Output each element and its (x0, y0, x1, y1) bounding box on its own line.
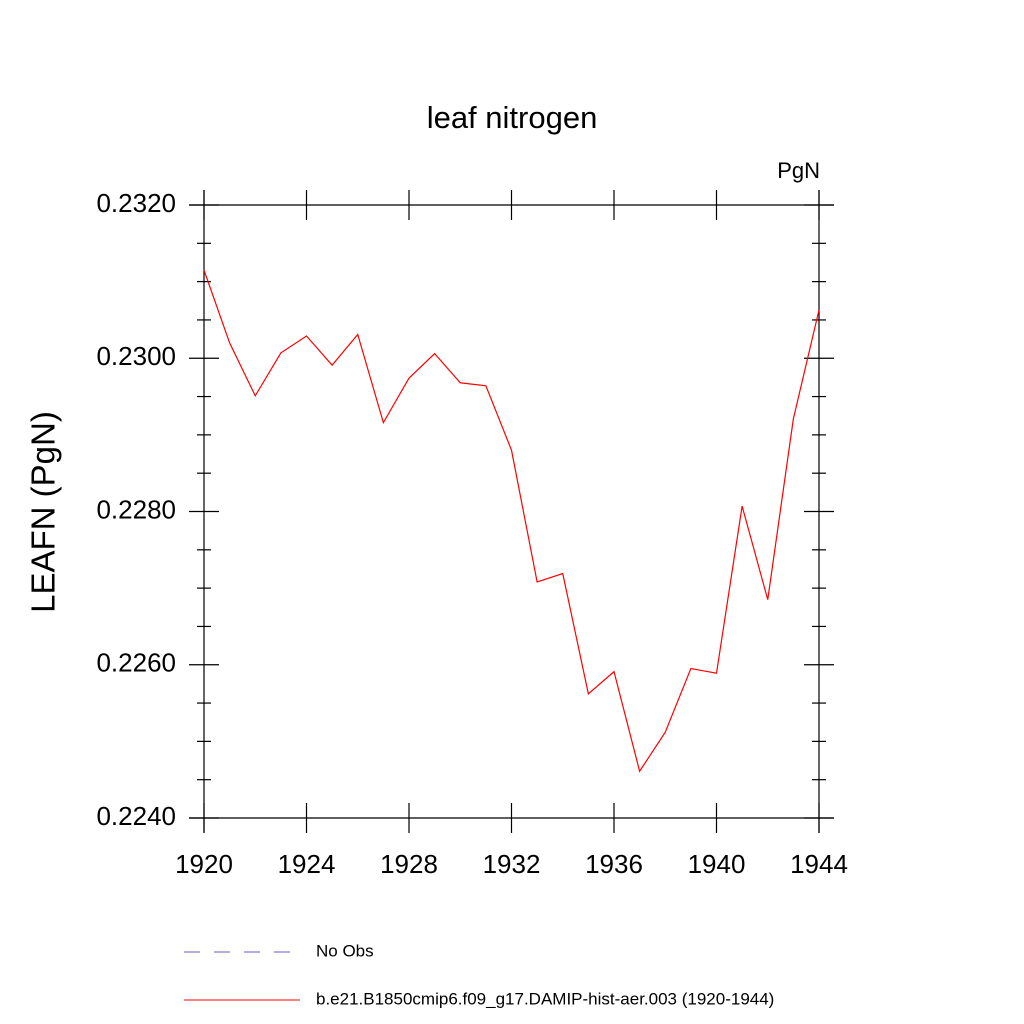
y-tick-label: 0.2320 (96, 188, 176, 218)
y-tick-label: 0.2240 (96, 801, 176, 831)
legend-label: b.e21.B1850cmip6.f09_g17.DAMIP-hist-aer.… (316, 989, 774, 1008)
x-tick-label: 1932 (483, 849, 541, 879)
units-label: PgN (777, 158, 820, 183)
y-tick-label: 0.2300 (96, 341, 176, 371)
y-axis-label: LEAFN (PgN) (25, 411, 62, 613)
x-tick-label: 1924 (278, 849, 336, 879)
y-tick-label: 0.2260 (96, 648, 176, 678)
x-tick-label: 1936 (585, 849, 643, 879)
x-tick-label: 1920 (175, 849, 233, 879)
legend-label: No Obs (316, 941, 374, 960)
chart-title: leaf nitrogen (427, 100, 598, 135)
x-tick-label: 1944 (790, 849, 848, 879)
x-tick-label: 1928 (380, 849, 438, 879)
data-line (203, 269, 820, 773)
y-tick-label: 0.2280 (96, 494, 176, 524)
x-tick-label: 1940 (688, 849, 746, 879)
